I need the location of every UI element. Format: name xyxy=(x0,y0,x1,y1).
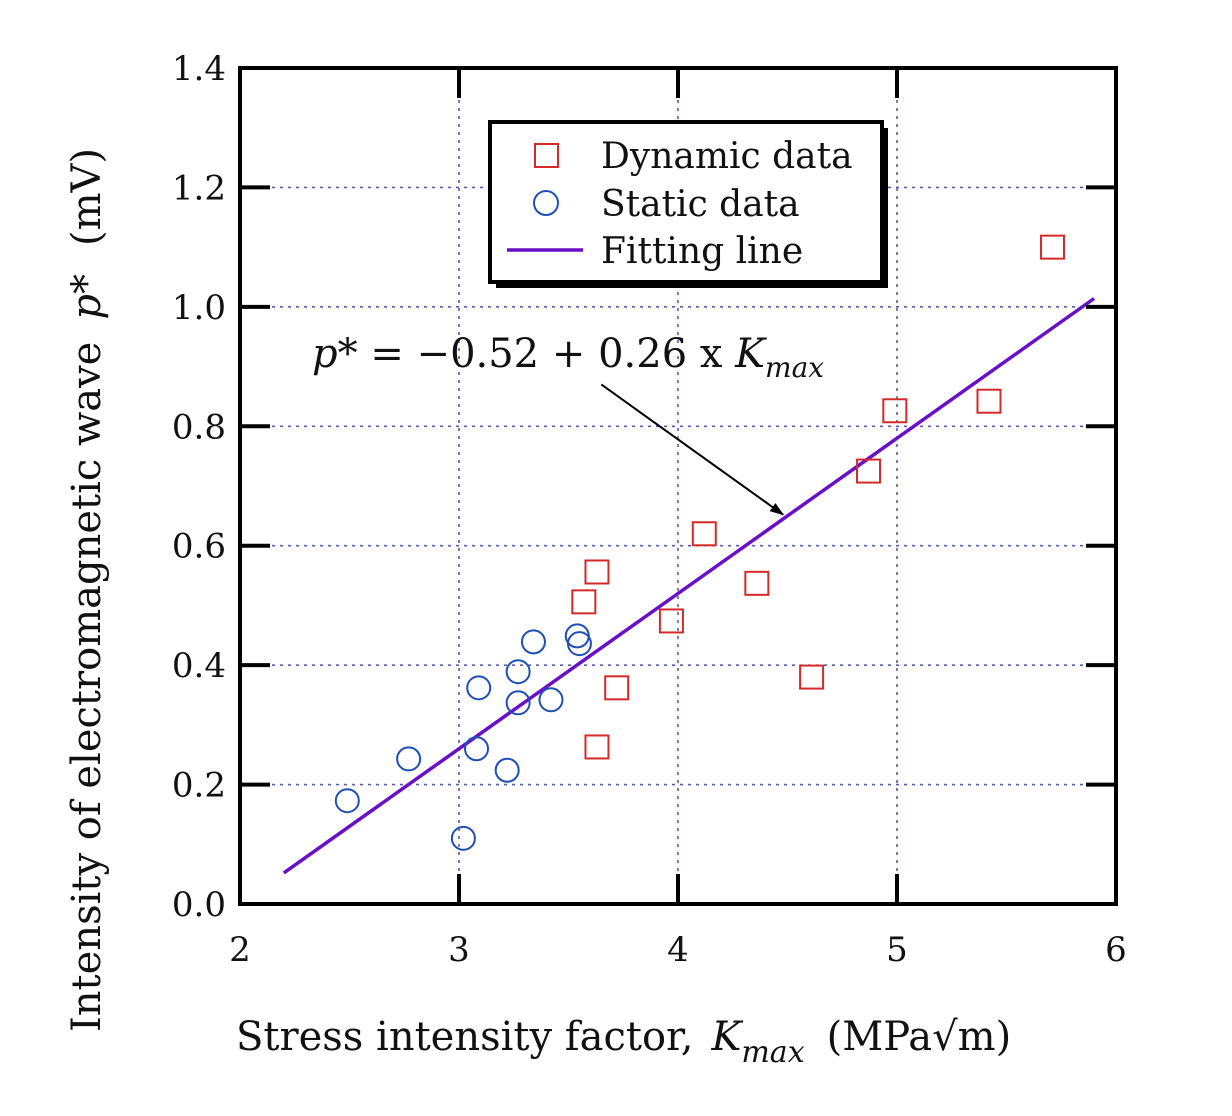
y-axis-title: Intensity of electromagnetic wavep*(mV) xyxy=(64,148,110,1032)
y-tick-label: 1.2 xyxy=(172,168,226,208)
x-tick-label: 2 xyxy=(229,930,251,970)
dynamic-data-point xyxy=(658,608,684,634)
legend-label-static: Static data xyxy=(601,184,800,225)
axis-ticks xyxy=(240,68,1116,904)
dynamic-data-point xyxy=(882,398,908,424)
y-tick-label: 0.2 xyxy=(172,766,226,806)
tick-labels: 2 3 4 5 6 0.0 0.2 0.4 0.6 0.8 1.0 1.2 1.4 xyxy=(172,49,1127,970)
static-data-point xyxy=(566,631,592,657)
legend-label-fit: Fitting line xyxy=(601,231,803,272)
static-data-point xyxy=(520,629,546,655)
dynamic-data-point xyxy=(1039,234,1065,260)
static-data-point xyxy=(466,675,492,701)
dynamic-data-point xyxy=(799,664,825,690)
legend-square-icon xyxy=(534,143,559,168)
grid xyxy=(240,68,1116,904)
static-data-point xyxy=(505,659,531,685)
legend-box xyxy=(488,120,884,284)
legend-circle-icon xyxy=(533,190,559,216)
static-data-point xyxy=(396,746,422,772)
static-data-point xyxy=(564,623,590,649)
y-tick-label: 1.0 xyxy=(172,288,226,328)
data-points xyxy=(334,234,1065,851)
legend: Dynamic data Static data Fitting line xyxy=(488,120,888,288)
dynamic-data-point xyxy=(571,589,597,615)
static-data-point xyxy=(494,757,520,783)
y-tick-label: 1.4 xyxy=(172,49,226,89)
dynamic-data-point xyxy=(584,559,610,585)
static-data-point xyxy=(334,788,360,814)
x-tick-label: 3 xyxy=(448,930,470,970)
fitting-line-layer xyxy=(282,297,1096,875)
static-data-point xyxy=(538,687,564,713)
dynamic-data-point xyxy=(604,675,630,701)
fitting-line xyxy=(282,297,1096,875)
y-tick-label: 0.4 xyxy=(172,646,226,686)
static-data-point xyxy=(450,825,476,851)
dynamic-data-point xyxy=(584,734,610,760)
x-tick-label: 4 xyxy=(667,930,689,970)
x-tick-label: 6 xyxy=(1105,930,1127,970)
y-tick-label: 0.6 xyxy=(172,527,226,567)
static-data-point xyxy=(505,690,531,716)
fit-equation-annotation: p* = −0.52 + 0.26 x Kmax xyxy=(312,331,824,384)
y-tick-label: 0.0 xyxy=(172,885,226,925)
annotation-arrow xyxy=(600,383,784,516)
x-tick-label: 5 xyxy=(886,930,908,970)
x-axis-title: Stress intensity factor, Kmax (MPa√m) xyxy=(236,1014,1011,1070)
dynamic-data-point xyxy=(856,458,882,484)
static-data-point xyxy=(464,736,490,762)
y-tick-label: 0.8 xyxy=(172,407,226,447)
dynamic-data-point xyxy=(976,388,1002,414)
dynamic-data-point xyxy=(744,570,770,596)
dynamic-data-point xyxy=(691,521,717,547)
legend-label-dynamic: Dynamic data xyxy=(601,136,853,177)
